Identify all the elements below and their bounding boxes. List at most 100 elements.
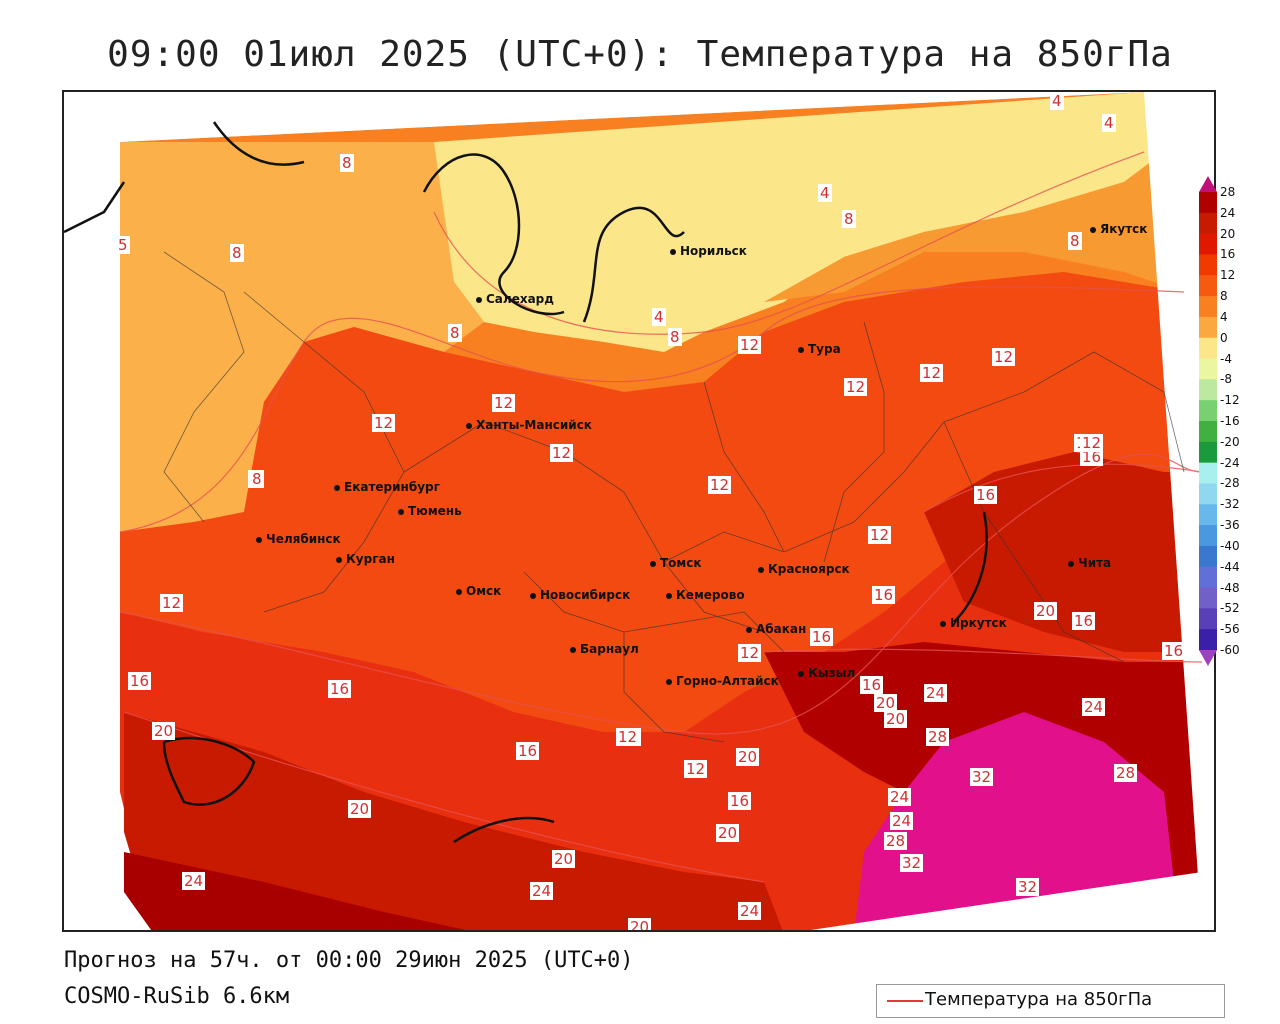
contour-label: 12 — [920, 364, 944, 382]
contour-label: 20 — [884, 710, 908, 728]
colorbar-tick-label: -44 — [1220, 559, 1240, 574]
contour-label: 20 — [1034, 602, 1058, 620]
contour-label: 8 — [1068, 232, 1082, 250]
contour-label: 8 — [448, 324, 462, 342]
contour-label: 16 — [516, 742, 540, 760]
city-norilsk: Норильск — [670, 244, 747, 258]
contour-label: 32 — [1016, 878, 1040, 896]
colorbar-tick-label: 28 — [1220, 185, 1236, 199]
city-chita: Чита — [1068, 556, 1111, 570]
contour-label: 24 — [924, 684, 948, 702]
contour-label: 12 — [684, 760, 708, 778]
colorbar-tick-label: -28 — [1220, 476, 1240, 491]
colorbar-tick-label: 24 — [1220, 205, 1236, 220]
colorbar-tick-label: -24 — [1220, 455, 1240, 470]
legend-line-label: Температура на 850гПа — [925, 989, 1153, 1010]
contour-label: 12 — [868, 526, 892, 544]
contour-label: 12 — [844, 378, 868, 396]
city-novosibirsk: Новосибирск — [530, 588, 630, 602]
contour-label: 12 — [738, 336, 762, 354]
colorbar-tick-label: -60 — [1220, 643, 1240, 657]
contour-label: 16 — [872, 586, 896, 604]
colorbar-segment — [1199, 483, 1217, 505]
colorbar-tick-label: -40 — [1220, 538, 1240, 553]
city-kyzyl: Кызыл — [798, 666, 855, 680]
colorbar-segment — [1199, 421, 1217, 443]
contour-label: 12 — [372, 414, 396, 432]
contour-label: 16 — [810, 628, 834, 646]
city-krasnoyarsk: Красноярск — [758, 562, 850, 576]
contour-label: 8 — [668, 328, 682, 346]
colorbar-segment — [1199, 316, 1217, 339]
city-tomsk: Томск — [650, 556, 702, 570]
contour-label: 4 — [1050, 92, 1064, 110]
colorbar-segment — [1199, 254, 1217, 276]
contour-label: 32 — [900, 854, 924, 872]
contour-label: 24 — [1082, 698, 1106, 716]
colorbar-top-arrow — [1199, 176, 1217, 192]
contour-label: 8 — [340, 154, 354, 172]
colorbar-tick-label: 16 — [1220, 247, 1236, 262]
contour-label: 28 — [884, 832, 908, 850]
contour-label: 16 — [328, 680, 352, 698]
contour-label: 20 — [152, 722, 176, 740]
colorbar-tick-label: -36 — [1220, 518, 1240, 533]
colorbar-segment — [1199, 379, 1217, 401]
contour-label: 12 — [708, 476, 732, 494]
colorbar-segment — [1199, 275, 1217, 297]
colorbar-segment — [1199, 441, 1217, 464]
city-omsk: Омск — [456, 584, 501, 598]
colorbar-tick-label: -32 — [1220, 497, 1240, 512]
contour-label: 8 — [230, 244, 244, 262]
city-irkutsk: Иркутск — [940, 616, 1007, 630]
map-frame: Якутск Норильск Салехард Тура Ханты-Манс… — [62, 90, 1216, 932]
contour-label: 5 — [116, 236, 130, 254]
colorbar-segment — [1199, 566, 1217, 589]
colorbar-tick-label: -12 — [1220, 393, 1240, 408]
colorbar-tick-label: -20 — [1220, 434, 1240, 449]
contour-label: 16 — [1162, 642, 1186, 660]
colorbar-segment — [1199, 358, 1217, 380]
contour-label: 28 — [1114, 764, 1138, 782]
colorbar — [1199, 176, 1217, 666]
forecast-info: Прогноз на 57ч. от 00:00 29июн 2025 (UTC… — [64, 948, 634, 973]
city-khanty-mansiysk: Ханты-Мансийск — [466, 418, 592, 432]
model-name: COSMO-RuSib 6.6км — [64, 984, 290, 1009]
contour-label: 20 — [736, 748, 760, 766]
colorbar-tick-label: -56 — [1220, 622, 1240, 637]
colorbar-tick-label: -52 — [1220, 601, 1240, 616]
colorbar-tick-label: -16 — [1220, 414, 1240, 428]
contour-label: 4 — [818, 184, 832, 202]
contour-label: 12 — [738, 644, 762, 662]
contour-label: 20 — [874, 694, 898, 712]
contour-label: 20 — [628, 918, 652, 930]
colorbar-segment — [1199, 629, 1217, 651]
colorbar-gradient — [1199, 176, 1217, 666]
contour-label: 4 — [652, 308, 666, 326]
contour-label: 24 — [888, 788, 912, 806]
contour-label: 12 — [1080, 434, 1104, 452]
colorbar-segment — [1199, 587, 1217, 609]
city-kemerovo: Кемерово — [666, 588, 745, 602]
colorbar-segment — [1199, 504, 1217, 526]
city-kurgan: Курган — [336, 552, 395, 566]
colorbar-segment — [1199, 400, 1217, 422]
colorbar-tick-label: 0 — [1220, 330, 1228, 345]
colorbar-tick-label: -48 — [1220, 580, 1240, 595]
colorbar-segment — [1199, 525, 1217, 547]
contour-label: 12 — [616, 728, 640, 746]
city-chelyabinsk: Челябинск — [256, 532, 341, 546]
colorbar-segment — [1199, 233, 1217, 255]
colorbar-bottom-arrow — [1199, 650, 1217, 666]
city-barnaul: Барнаул — [570, 642, 639, 656]
colorbar-segment — [1199, 296, 1217, 318]
contour-label: 16 — [1080, 448, 1104, 466]
contour-label: 24 — [890, 812, 914, 830]
colorbar-segment — [1199, 462, 1217, 484]
city-yakutsk: Якутск — [1090, 222, 1147, 236]
city-tyumen: Тюмень — [398, 504, 462, 518]
colorbar-tick-label: -4 — [1220, 351, 1232, 366]
contour-label: 24 — [182, 872, 206, 890]
contour-label: 12 — [492, 394, 516, 412]
city-tura: Тура — [798, 342, 841, 356]
